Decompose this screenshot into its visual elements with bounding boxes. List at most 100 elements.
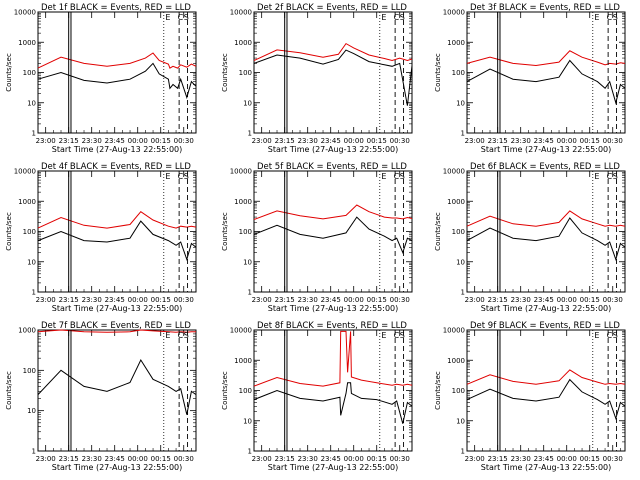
series-events-line [37,220,197,262]
marker-label: C [607,172,613,181]
x-tick-label: 23:45 [105,137,125,145]
series-events-line [466,217,626,262]
marker-label: E [594,172,599,181]
panel-title: Det 8f BLACK = Events, RED = LLD [257,321,407,331]
marker-label: E [594,13,599,22]
x-tick-label: 00:30 [390,137,410,145]
y-tick-label: 1 [461,448,465,456]
x-tick-label: 23:00 [465,137,485,145]
y-tick-label: 10 [27,407,36,415]
x-tick-label: 00:30 [390,296,410,304]
y-tick-label: 1 [248,289,252,297]
marker-label: S [613,172,618,181]
x-tick-label: 23:45 [321,137,341,145]
plot-frame [466,11,626,134]
y-tick-label: 10000 [443,168,465,176]
x-tick-label: 23:15 [275,296,295,304]
panel-title: Det 1f BLACK = Events, RED = LLD [41,3,191,13]
marker-label: C [607,13,613,22]
x-tick-label: 23:00 [252,137,272,145]
series-lld-line [37,211,197,229]
x-tick-label: 23:00 [465,455,485,463]
x-tick-label: 00:00 [344,296,364,304]
series-lld-line [37,52,197,69]
y-tick-label: 1 [248,448,252,456]
y-tick-label: 100 [239,387,252,395]
y-tick-label: 1000 [447,357,465,365]
x-tick-label: 23:30 [298,296,318,304]
y-tick-label: 10 [456,258,465,266]
x-tick-label: 00:00 [128,455,148,463]
marker-label: S [184,172,189,181]
y-tick-label: 10000 [230,327,252,335]
y-tick-label: 1 [32,448,36,456]
y-tick-label: 1000 [18,327,36,335]
y-axis-title: Counts/sec [434,371,442,410]
marker-label: E [381,331,386,340]
series-events-line [253,382,413,424]
x-tick-label: 00:15 [580,137,600,145]
y-tick-label: 100 [452,69,465,77]
x-tick-label: 23:30 [298,137,318,145]
x-tick-label: 23:30 [82,455,102,463]
x-tick-label: 00:00 [557,455,577,463]
y-tick-label: 1 [32,289,36,297]
y-tick-label: 1 [248,130,252,138]
x-tick-label: 00:30 [174,296,194,304]
x-tick-label: 23:15 [59,137,79,145]
marker-label: C [607,331,613,340]
x-tick-label: 23:45 [534,296,554,304]
marker-label: C [178,331,184,340]
marker-label: E [381,13,386,22]
x-tick-label: 23:15 [59,296,79,304]
y-tick-label: 10 [456,99,465,107]
x-tick-label: 23:15 [275,137,295,145]
x-tick-label: 23:00 [36,296,56,304]
series-lld-line [466,210,626,227]
x-axis-title: Start Time (27-Aug-13 22:55:00) [481,304,612,313]
x-tick-label: 23:30 [82,137,102,145]
x-tick-label: 23:15 [59,455,79,463]
y-axis-title: Counts/sec [5,212,13,251]
y-tick-label: 1000 [234,198,252,206]
x-tick-label: 00:00 [557,296,577,304]
y-tick-label: 10000 [14,9,36,17]
x-tick-label: 23:00 [252,296,272,304]
marker-label: E [165,331,170,340]
x-tick-label: 00:15 [580,296,600,304]
x-tick-label: 23:15 [488,137,508,145]
plot-frame [466,170,626,293]
panel-4: Det 4f BLACK = Events, RED = LLD 1 10 100 10… [5,162,197,313]
x-tick-label: 00:15 [367,137,387,145]
marker-label: S [400,13,405,22]
y-tick-label: 10 [243,258,252,266]
x-tick-label: 23:45 [321,296,341,304]
y-axis-title: Counts/sec [221,53,229,92]
panel-7: Det 7f BLACK = Events, RED = LLD 1 10 100 10… [5,321,197,472]
series-lld-line [253,204,413,220]
x-axis-title: Start Time (27-Aug-13 22:55:00) [52,304,183,313]
plot-frame [253,170,413,293]
x-tick-label: 00:00 [557,137,577,145]
series-events-line [37,358,197,415]
panel-title: Det 7f BLACK = Events, RED = LLD [41,321,191,331]
panel-9: Det 9f BLACK = Events, RED = LLD 1 10 100 10… [434,321,626,472]
x-axis-title: Start Time (27-Aug-13 22:55:00) [481,145,612,154]
y-tick-label: 100 [23,69,36,77]
y-tick-label: 10 [243,417,252,425]
x-tick-label: 00:00 [344,137,364,145]
x-tick-label: 00:15 [367,296,387,304]
panel-2: Det 2f BLACK = Events, RED = LLD 1 10 100 10… [221,3,413,154]
y-tick-label: 100 [452,387,465,395]
x-tick-label: 23:30 [511,296,531,304]
marker-label: C [178,172,184,181]
y-tick-label: 10000 [14,168,36,176]
x-axis-title: Start Time (27-Aug-13 22:55:00) [481,463,612,472]
x-tick-label: 23:00 [465,296,485,304]
y-tick-label: 1 [461,289,465,297]
y-tick-label: 1000 [18,39,36,47]
x-tick-label: 00:30 [603,296,623,304]
panel-8: Det 8f BLACK = Events, RED = LLD 1 10 100 10… [221,321,413,472]
x-tick-label: 23:45 [534,137,554,145]
